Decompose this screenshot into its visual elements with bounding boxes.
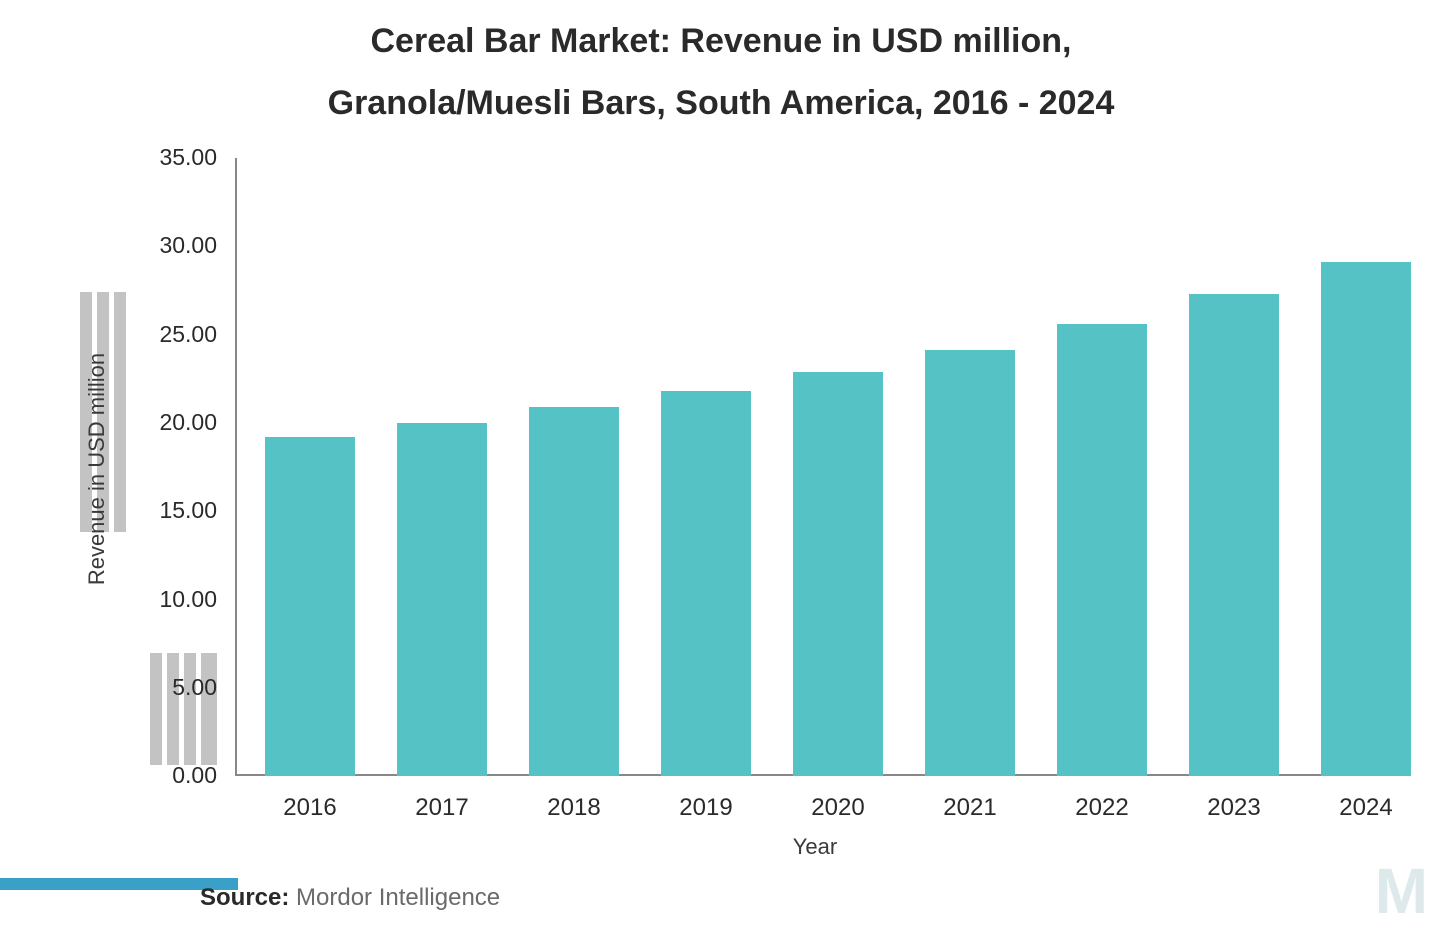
- chart-bar: [661, 391, 751, 776]
- watermark-stripe: [114, 292, 126, 532]
- x-tick-label: 2019: [656, 794, 756, 822]
- x-tick-label: 2017: [392, 794, 492, 822]
- watermark-stripe: [167, 653, 179, 765]
- brand-logo-icon: M: [1375, 854, 1422, 928]
- chart-source: Source: Mordor Intelligence: [200, 884, 500, 912]
- x-tick-label: 2022: [1052, 794, 1152, 822]
- y-tick-label: 25.00: [137, 321, 217, 348]
- x-tick-label: 2020: [788, 794, 888, 822]
- x-tick-label: 2021: [920, 794, 1020, 822]
- y-tick-label: 35.00: [137, 144, 217, 171]
- chart-bar: [925, 350, 1015, 776]
- y-tick-label: 30.00: [137, 232, 217, 259]
- x-tick-label: 2016: [260, 794, 360, 822]
- chart-bar: [793, 372, 883, 776]
- watermark-stripe: [150, 653, 162, 765]
- y-tick-label: 20.00: [137, 409, 217, 436]
- chart-title-line1: Cereal Bar Market: Revenue in USD millio…: [0, 22, 1442, 61]
- source-label: Source:: [200, 884, 289, 911]
- y-tick-label: 0.00: [137, 762, 217, 789]
- chart-bar: [397, 423, 487, 776]
- watermark-stripe: [201, 653, 217, 765]
- source-text: Mordor Intelligence: [296, 884, 500, 911]
- x-tick-label: 2024: [1316, 794, 1416, 822]
- x-tick-label: 2018: [524, 794, 624, 822]
- chart-bar: [1057, 324, 1147, 776]
- chart-bar: [1321, 262, 1411, 776]
- y-tick-label: 10.00: [137, 586, 217, 613]
- x-axis-title: Year: [235, 834, 1395, 860]
- y-tick-label: 5.00: [137, 674, 217, 701]
- y-axis-title: Revenue in USD million: [84, 309, 110, 629]
- chart-plot-area: [235, 158, 1395, 776]
- chart-bar: [1189, 294, 1279, 776]
- chart-bar: [265, 437, 355, 776]
- y-tick-label: 15.00: [137, 497, 217, 524]
- chart-title-line2: Granola/Muesli Bars, South America, 2016…: [0, 84, 1442, 123]
- y-axis-line: [235, 158, 237, 776]
- x-tick-label: 2023: [1184, 794, 1284, 822]
- chart-bar: [529, 407, 619, 776]
- watermark-stripe: [184, 653, 196, 765]
